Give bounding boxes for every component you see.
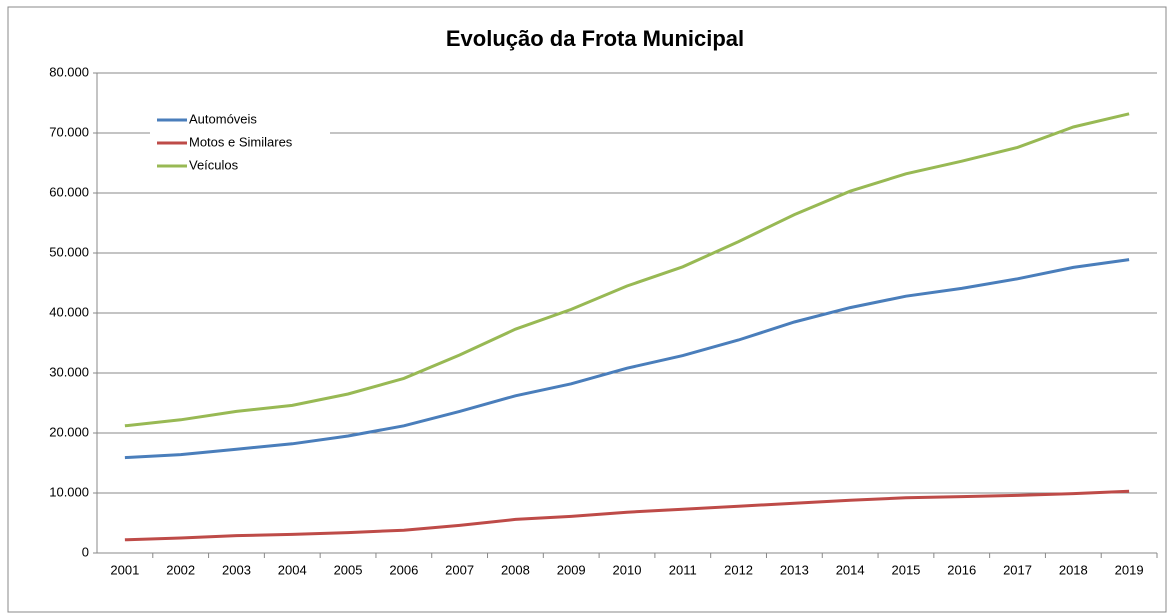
- y-tick-label: 0: [82, 544, 89, 559]
- x-tick-label: 2009: [557, 562, 586, 577]
- y-tick-label: 70.000: [49, 124, 89, 139]
- chart-title: Evolução da Frota Municipal: [446, 26, 744, 51]
- legend-label: Automóveis: [189, 111, 257, 126]
- series-line: [124, 489, 1130, 542]
- x-tick-label: 2013: [780, 562, 809, 577]
- x-tick-label: 2015: [891, 562, 920, 577]
- x-tick-label: 2014: [836, 562, 865, 577]
- chart-border: [7, 6, 1167, 613]
- x-tick-label: 2008: [501, 562, 530, 577]
- legend-label: Motos e Similares: [189, 134, 293, 149]
- x-tick-label: 2012: [724, 562, 753, 577]
- y-tick-label: 50.000: [49, 244, 89, 259]
- y-tick-label: 80.000: [49, 64, 89, 79]
- x-tick-label: 2006: [389, 562, 418, 577]
- y-tick-label: 60.000: [49, 184, 89, 199]
- x-tick-label: 2019: [1115, 562, 1144, 577]
- x-tick-label: 2005: [334, 562, 363, 577]
- x-tick-label: 2011: [669, 562, 697, 577]
- x-tick-label: 2004: [278, 562, 307, 577]
- x-tick-label: 2010: [613, 562, 642, 577]
- y-tick-label: 30.000: [49, 364, 89, 379]
- y-tick-label: 40.000: [49, 304, 89, 319]
- x-tick-label: 2002: [166, 562, 195, 577]
- x-tick-label: 2017: [1003, 562, 1032, 577]
- series-line: [124, 112, 1130, 428]
- x-tick-label: 2016: [947, 562, 976, 577]
- series-line: [124, 258, 1130, 460]
- y-tick-label: 10.000: [49, 484, 89, 499]
- y-tick-label: 20.000: [49, 424, 89, 439]
- x-tick-label: 2003: [222, 562, 251, 577]
- x-tick-label: 2007: [445, 562, 474, 577]
- x-tick-label: 2018: [1059, 562, 1088, 577]
- legend-label: Veículos: [189, 157, 239, 172]
- x-tick-label: 2001: [110, 562, 139, 577]
